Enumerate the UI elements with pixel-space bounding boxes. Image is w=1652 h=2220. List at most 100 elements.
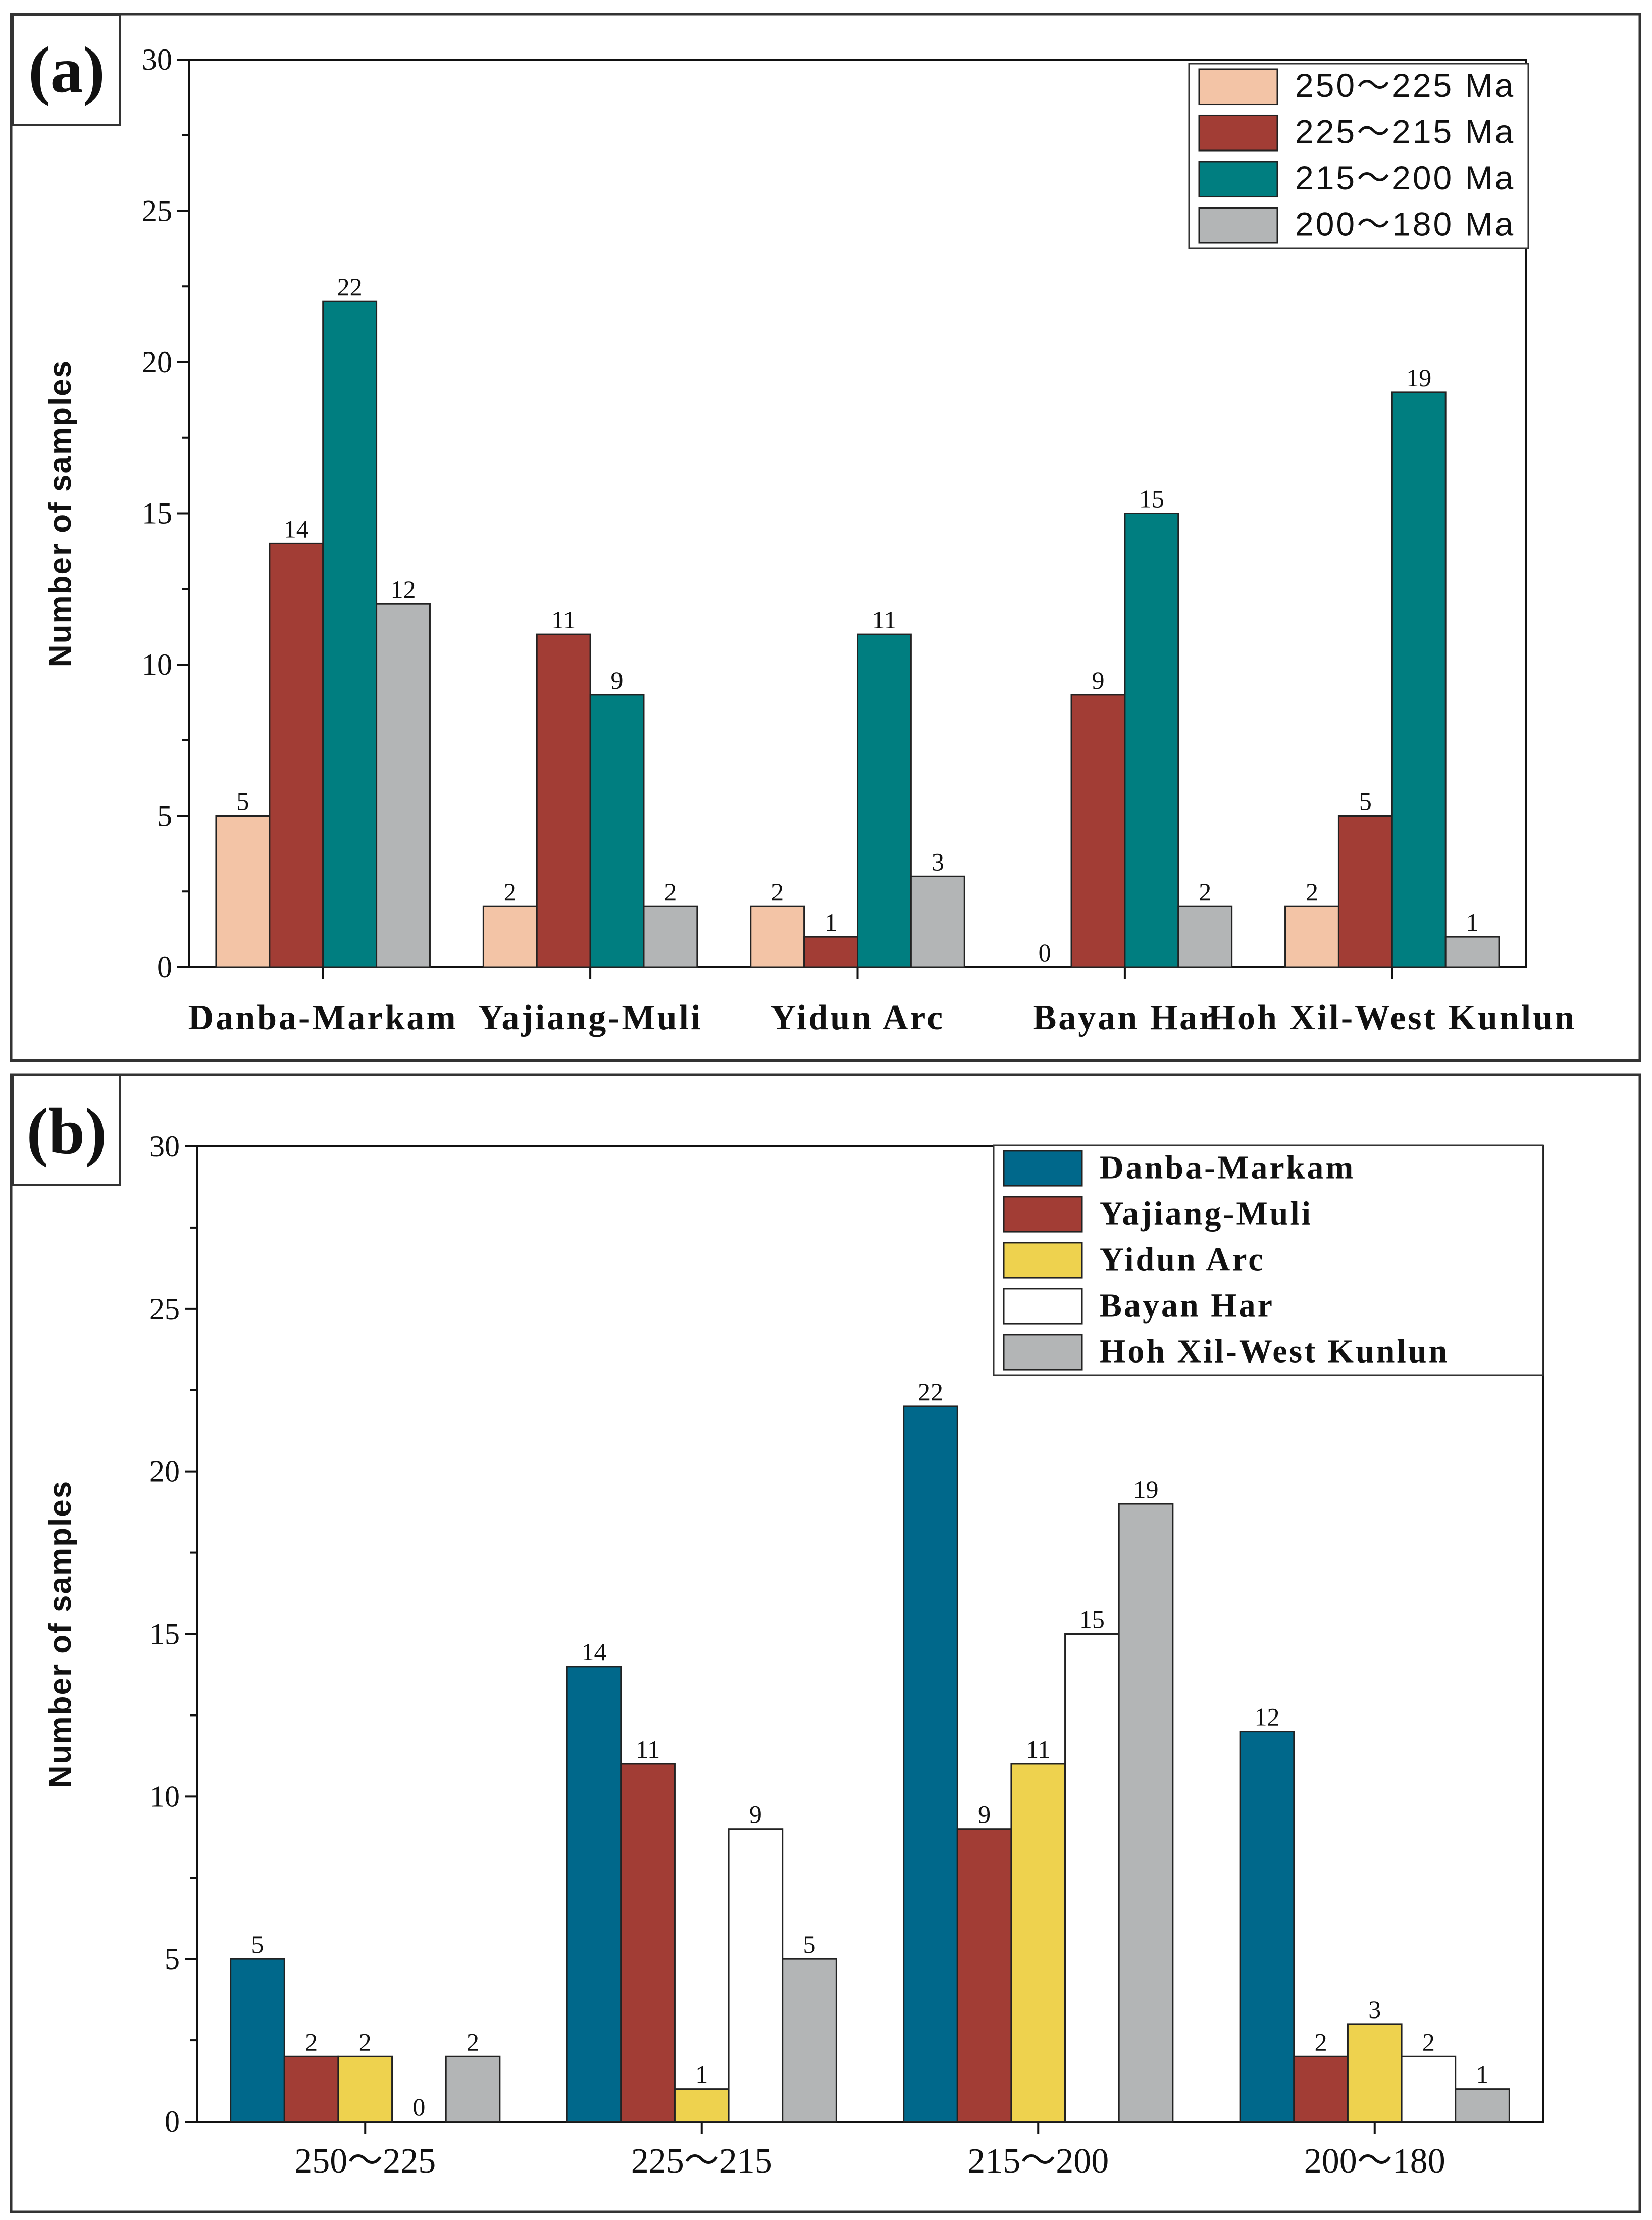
data-label: 2 xyxy=(359,2028,372,2056)
x-category-label: 215～200 xyxy=(967,2142,1109,2181)
legend-swatch xyxy=(1198,161,1278,198)
data-label: 9 xyxy=(611,666,624,694)
bar xyxy=(566,1666,622,2123)
bar xyxy=(1401,2055,1457,2123)
bar xyxy=(1070,694,1126,968)
data-label: 5 xyxy=(803,1930,816,1958)
legend-swatch xyxy=(1003,1334,1083,1371)
y-axis-label: Number of samples xyxy=(43,360,78,667)
x-category-label: Yidun Arc xyxy=(770,998,945,1037)
legend-label: Yajiang-Muli xyxy=(1100,1195,1313,1232)
legend-label: 225～215 Ma xyxy=(1295,113,1515,150)
y-tick-label: 30 xyxy=(149,1130,180,1163)
data-label: 1 xyxy=(1466,908,1479,936)
bar xyxy=(1444,936,1500,968)
bar xyxy=(1239,1731,1295,2123)
legend-swatch xyxy=(1003,1288,1083,1325)
x-category-label: Bayan Har xyxy=(1033,998,1217,1037)
data-label: 2 xyxy=(771,878,784,906)
y-tick-label: 30 xyxy=(142,43,172,76)
bar xyxy=(620,1763,676,2123)
bar xyxy=(1124,513,1179,968)
bar xyxy=(482,905,538,968)
legend-swatch xyxy=(1198,207,1278,244)
data-label: 14 xyxy=(284,515,309,543)
bar xyxy=(269,542,324,968)
legend-swatch xyxy=(1003,1150,1083,1187)
y-tick-label: 0 xyxy=(157,950,172,984)
panel-frame xyxy=(10,1073,1641,2213)
data-label: 15 xyxy=(1079,1605,1105,1634)
data-label: 19 xyxy=(1406,364,1431,392)
bar xyxy=(445,2055,501,2123)
y-tick-label: 0 xyxy=(165,2105,180,2138)
data-label: 14 xyxy=(581,1638,606,1666)
data-label: 12 xyxy=(1254,1703,1279,1731)
data-label: 11 xyxy=(872,606,896,634)
bar xyxy=(322,300,378,968)
bar xyxy=(1391,391,1447,968)
data-label: 11 xyxy=(1026,1735,1050,1763)
legend-swatch xyxy=(1003,1242,1083,1279)
data-label: 2 xyxy=(504,878,517,906)
legend-box xyxy=(993,1144,1544,1376)
bar xyxy=(536,633,591,968)
bar xyxy=(1177,905,1233,968)
data-label: 9 xyxy=(978,1800,991,1829)
panel-tag-box xyxy=(12,14,121,126)
panel-tag: (b) xyxy=(27,1095,107,1168)
x-category-label: Hoh Xil-West Kunlun xyxy=(1208,998,1577,1037)
bar xyxy=(283,2055,339,2123)
data-label: 3 xyxy=(1368,1995,1381,2024)
y-tick-label: 5 xyxy=(165,1942,180,1976)
data-label: 5 xyxy=(236,787,249,816)
data-label: 9 xyxy=(1092,666,1104,694)
bar xyxy=(903,1405,958,2123)
y-tick-label: 25 xyxy=(142,194,172,228)
data-label: 0 xyxy=(412,2093,425,2121)
bar xyxy=(782,1958,837,2123)
panel-tag-box xyxy=(12,1074,121,1186)
legend-label: 250～225 Ma xyxy=(1295,67,1515,104)
data-label: 22 xyxy=(337,273,363,301)
legend-swatch xyxy=(1198,68,1278,106)
panel-frame xyxy=(10,13,1641,1062)
legend-swatch xyxy=(1198,114,1278,152)
y-tick-label: 10 xyxy=(149,1780,180,1813)
legend-label: Yidun Arc xyxy=(1100,1241,1265,1278)
bar xyxy=(1064,1633,1120,2123)
y-tick-label: 25 xyxy=(149,1292,180,1326)
bar xyxy=(1347,2023,1403,2123)
data-label: 2 xyxy=(1422,2028,1435,2056)
data-label: 5 xyxy=(251,1930,264,1958)
bar xyxy=(376,603,431,968)
legend-label: 215～200 Ma xyxy=(1295,159,1515,196)
bar xyxy=(215,815,271,968)
bar xyxy=(857,633,912,968)
data-label: 2 xyxy=(467,2028,479,2056)
bar xyxy=(1284,905,1339,968)
x-category-label: 225～215 xyxy=(631,2142,772,2181)
y-tick-label: 20 xyxy=(149,1455,180,1488)
data-label: 12 xyxy=(391,575,416,603)
bar xyxy=(750,905,805,968)
data-label: 2 xyxy=(664,878,677,906)
y-tick-label: 5 xyxy=(157,799,172,833)
bar xyxy=(337,2055,393,2123)
y-tick-label: 15 xyxy=(142,497,172,530)
bar xyxy=(803,936,858,968)
bar xyxy=(1337,815,1393,968)
y-tick-label: 20 xyxy=(142,345,172,379)
legend-label: Hoh Xil-West Kunlun xyxy=(1100,1333,1449,1370)
data-label: 15 xyxy=(1139,485,1164,513)
data-label: 11 xyxy=(636,1735,660,1763)
y-tick-label: 15 xyxy=(149,1618,180,1651)
x-category-label: 250～225 xyxy=(294,2142,436,2181)
data-label: 1 xyxy=(1476,2060,1489,2089)
data-label: 9 xyxy=(749,1800,762,1829)
bar xyxy=(728,1828,784,2123)
panel-tag: (a) xyxy=(28,34,105,107)
